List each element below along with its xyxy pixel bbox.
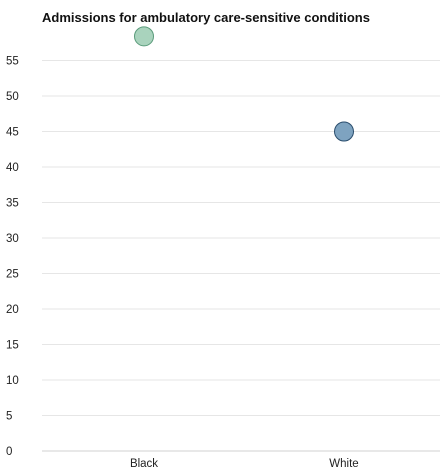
y-tick-label: 20 [6,304,19,316]
chart-title: Admissions for ambulatory care-sensitive… [42,10,370,25]
y-tick-label: 30 [6,233,19,245]
grid-layer [42,60,440,416]
point-layer [134,26,354,142]
axis-layer: 0 5 10 15 20 25 30 35 40 45 50 55 Black White [6,56,440,470]
y-tick-label: 25 [6,269,19,281]
data-point-black [134,26,154,47]
y-tick-label: 15 [6,340,19,352]
y-tick-label: 55 [6,56,19,68]
data-point-white [334,121,354,142]
y-tick-label: 0 [6,446,12,458]
y-tick-label: 40 [6,162,19,174]
y-tick-label: 35 [6,198,19,210]
y-tick-label: 5 [6,411,12,423]
y-tick-label: 10 [6,375,19,387]
y-tick-label: 50 [6,91,19,103]
x-tick-label: White [329,458,358,469]
y-tick-label: 45 [6,127,19,139]
x-tick-label: Black [130,458,158,469]
